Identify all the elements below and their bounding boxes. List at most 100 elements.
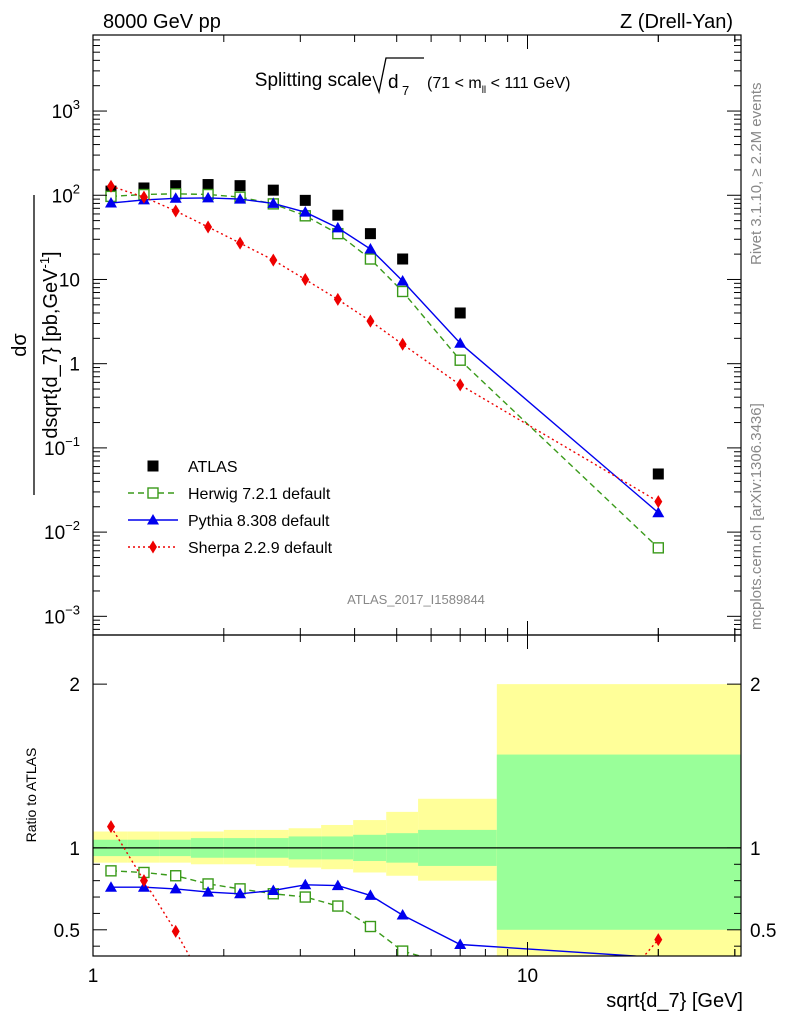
ratio-y-tick-label-right: 1 [750, 839, 761, 860]
atlas-point [138, 182, 150, 194]
sherpa-ratio-point [654, 933, 663, 947]
title-range: (71 < mll < 111 GeV) [427, 75, 570, 96]
ratio-panel-frame [92, 634, 742, 957]
pythia-ratio-point [104, 881, 117, 892]
pythia-point [396, 274, 409, 286]
sherpa-point [269, 253, 278, 267]
band-green [496, 754, 741, 930]
legend-marker [149, 540, 157, 554]
pythia-point [454, 337, 467, 348]
sherpa-point [139, 190, 148, 204]
atlas-point [299, 194, 311, 206]
y-tick-label: 10−3 [44, 602, 80, 628]
legend-item-atlas: ATLAS [147, 459, 238, 476]
sherpa-point [398, 337, 407, 351]
pythia-ratio-line [111, 884, 645, 956]
header-right: Z (Drell-Yan) [620, 11, 733, 33]
main-panel-series [104, 179, 665, 554]
sherpa-point [456, 378, 465, 392]
y-tick-label: 10−2 [44, 518, 80, 544]
legend: ATLAS Herwig 7.2.1 default Pythia 8.308 de… [128, 459, 333, 557]
y-tick-label: 102 [52, 181, 80, 207]
pythia-line [110, 197, 659, 514]
plot-title: Splitting scale d 7 (71 < mll < 111 GeV) [255, 57, 570, 98]
atlas-point [234, 180, 246, 192]
herwig-point [652, 542, 665, 554]
ratio-panel-axes: 1 10 0.5 0.5 1 1 2 2 [54, 634, 776, 987]
legend-marker [147, 460, 159, 472]
pythia-point [364, 243, 377, 254]
atlas-point [364, 228, 376, 240]
atlas-point [267, 184, 279, 196]
ratio-uncertainty-bands [93, 684, 741, 956]
x-tick-label: 1 [88, 966, 99, 987]
sherpa-point [333, 292, 342, 306]
sqrt-symbol [372, 57, 424, 95]
sherpa-ratio-point [106, 820, 115, 834]
ratio-y-tick-label-right: 2 [750, 675, 761, 696]
sherpa-point [654, 495, 663, 509]
legend-item-pythia: Pythia 8.308 default [128, 513, 330, 530]
legend-item-sherpa: Sherpa 2.2.9 default [128, 540, 333, 557]
y-label-numerator: dσ [9, 333, 31, 357]
herwig-line [110, 193, 659, 549]
ratio-panel-series [104, 820, 663, 956]
x-tick-label: 10 [517, 966, 538, 987]
pythia-point [652, 506, 665, 518]
legend-label: Sherpa 2.2.9 default [188, 540, 333, 557]
sherpa-point [106, 179, 115, 193]
ratio-y-tick-label: 2 [69, 675, 80, 696]
pythia-ratio-point [331, 879, 344, 891]
herwig-ratio-point [396, 945, 409, 956]
pythia-point [104, 196, 117, 208]
pythia-ratio-point [234, 887, 247, 899]
sherpa-point [301, 272, 310, 286]
pythia-point [299, 206, 312, 217]
sherpa-line [110, 185, 659, 503]
y-tick-label: 103 [52, 97, 80, 123]
ratio-y-tick-label: 1 [69, 839, 80, 860]
pythia-point [202, 191, 215, 203]
herwig-ratio-point [364, 920, 377, 933]
title-main: Splitting scale [255, 70, 372, 91]
herwig-point [396, 285, 409, 298]
mcplots-reference: mcplots.cern.ch [arXiv:1306.3436] [748, 403, 765, 630]
pythia-ratio-point [454, 938, 467, 950]
atlas-point [454, 307, 466, 319]
legend-label: Pythia 8.308 default [188, 513, 330, 530]
pythia-ratio-point [396, 909, 409, 920]
legend-label: ATLAS [188, 459, 238, 476]
sherpa-ratio-point [139, 874, 148, 888]
pythia-point [331, 221, 344, 233]
y-tick-label: 1 [69, 355, 80, 376]
atlas-point [202, 179, 214, 191]
pythia-point [169, 192, 182, 203]
pythia-ratio-point [202, 886, 215, 897]
pythia-ratio-point [299, 878, 312, 890]
legend-marker [147, 487, 159, 499]
y-tick-label: 10−1 [44, 434, 80, 460]
ratio-y-tick-label: 0.5 [54, 921, 80, 942]
pythia-point [267, 197, 280, 208]
legend-item-herwig: Herwig 7.2.1 default [128, 486, 331, 503]
atlas-point [170, 180, 182, 192]
herwig-ratio-point [105, 865, 117, 877]
sherpa-point [366, 314, 375, 328]
legend-marker [147, 514, 159, 525]
herwig-ratio-point [299, 891, 311, 903]
sherpa-point [236, 236, 245, 250]
sherpa-ratio-point [171, 924, 180, 938]
ratio-y-axis-label: Ratio to ATLAS [23, 748, 39, 843]
sherpa-ratio-line [110, 826, 659, 956]
y-label-denominator: dsqrt{d_7} [pb,GeV-1] [37, 251, 62, 438]
herwig-ratio-point [169, 870, 182, 882]
ratio-y-tick-label-right: 0.5 [750, 921, 776, 942]
title-sqrt-sub: 7 [402, 83, 409, 98]
sherpa-point [171, 204, 180, 218]
pythia-ratio-point [169, 882, 182, 894]
y-tick-label: 10 [59, 270, 80, 291]
atlas-point [397, 253, 409, 265]
herwig-point [364, 253, 377, 265]
pythia-point [234, 193, 247, 204]
